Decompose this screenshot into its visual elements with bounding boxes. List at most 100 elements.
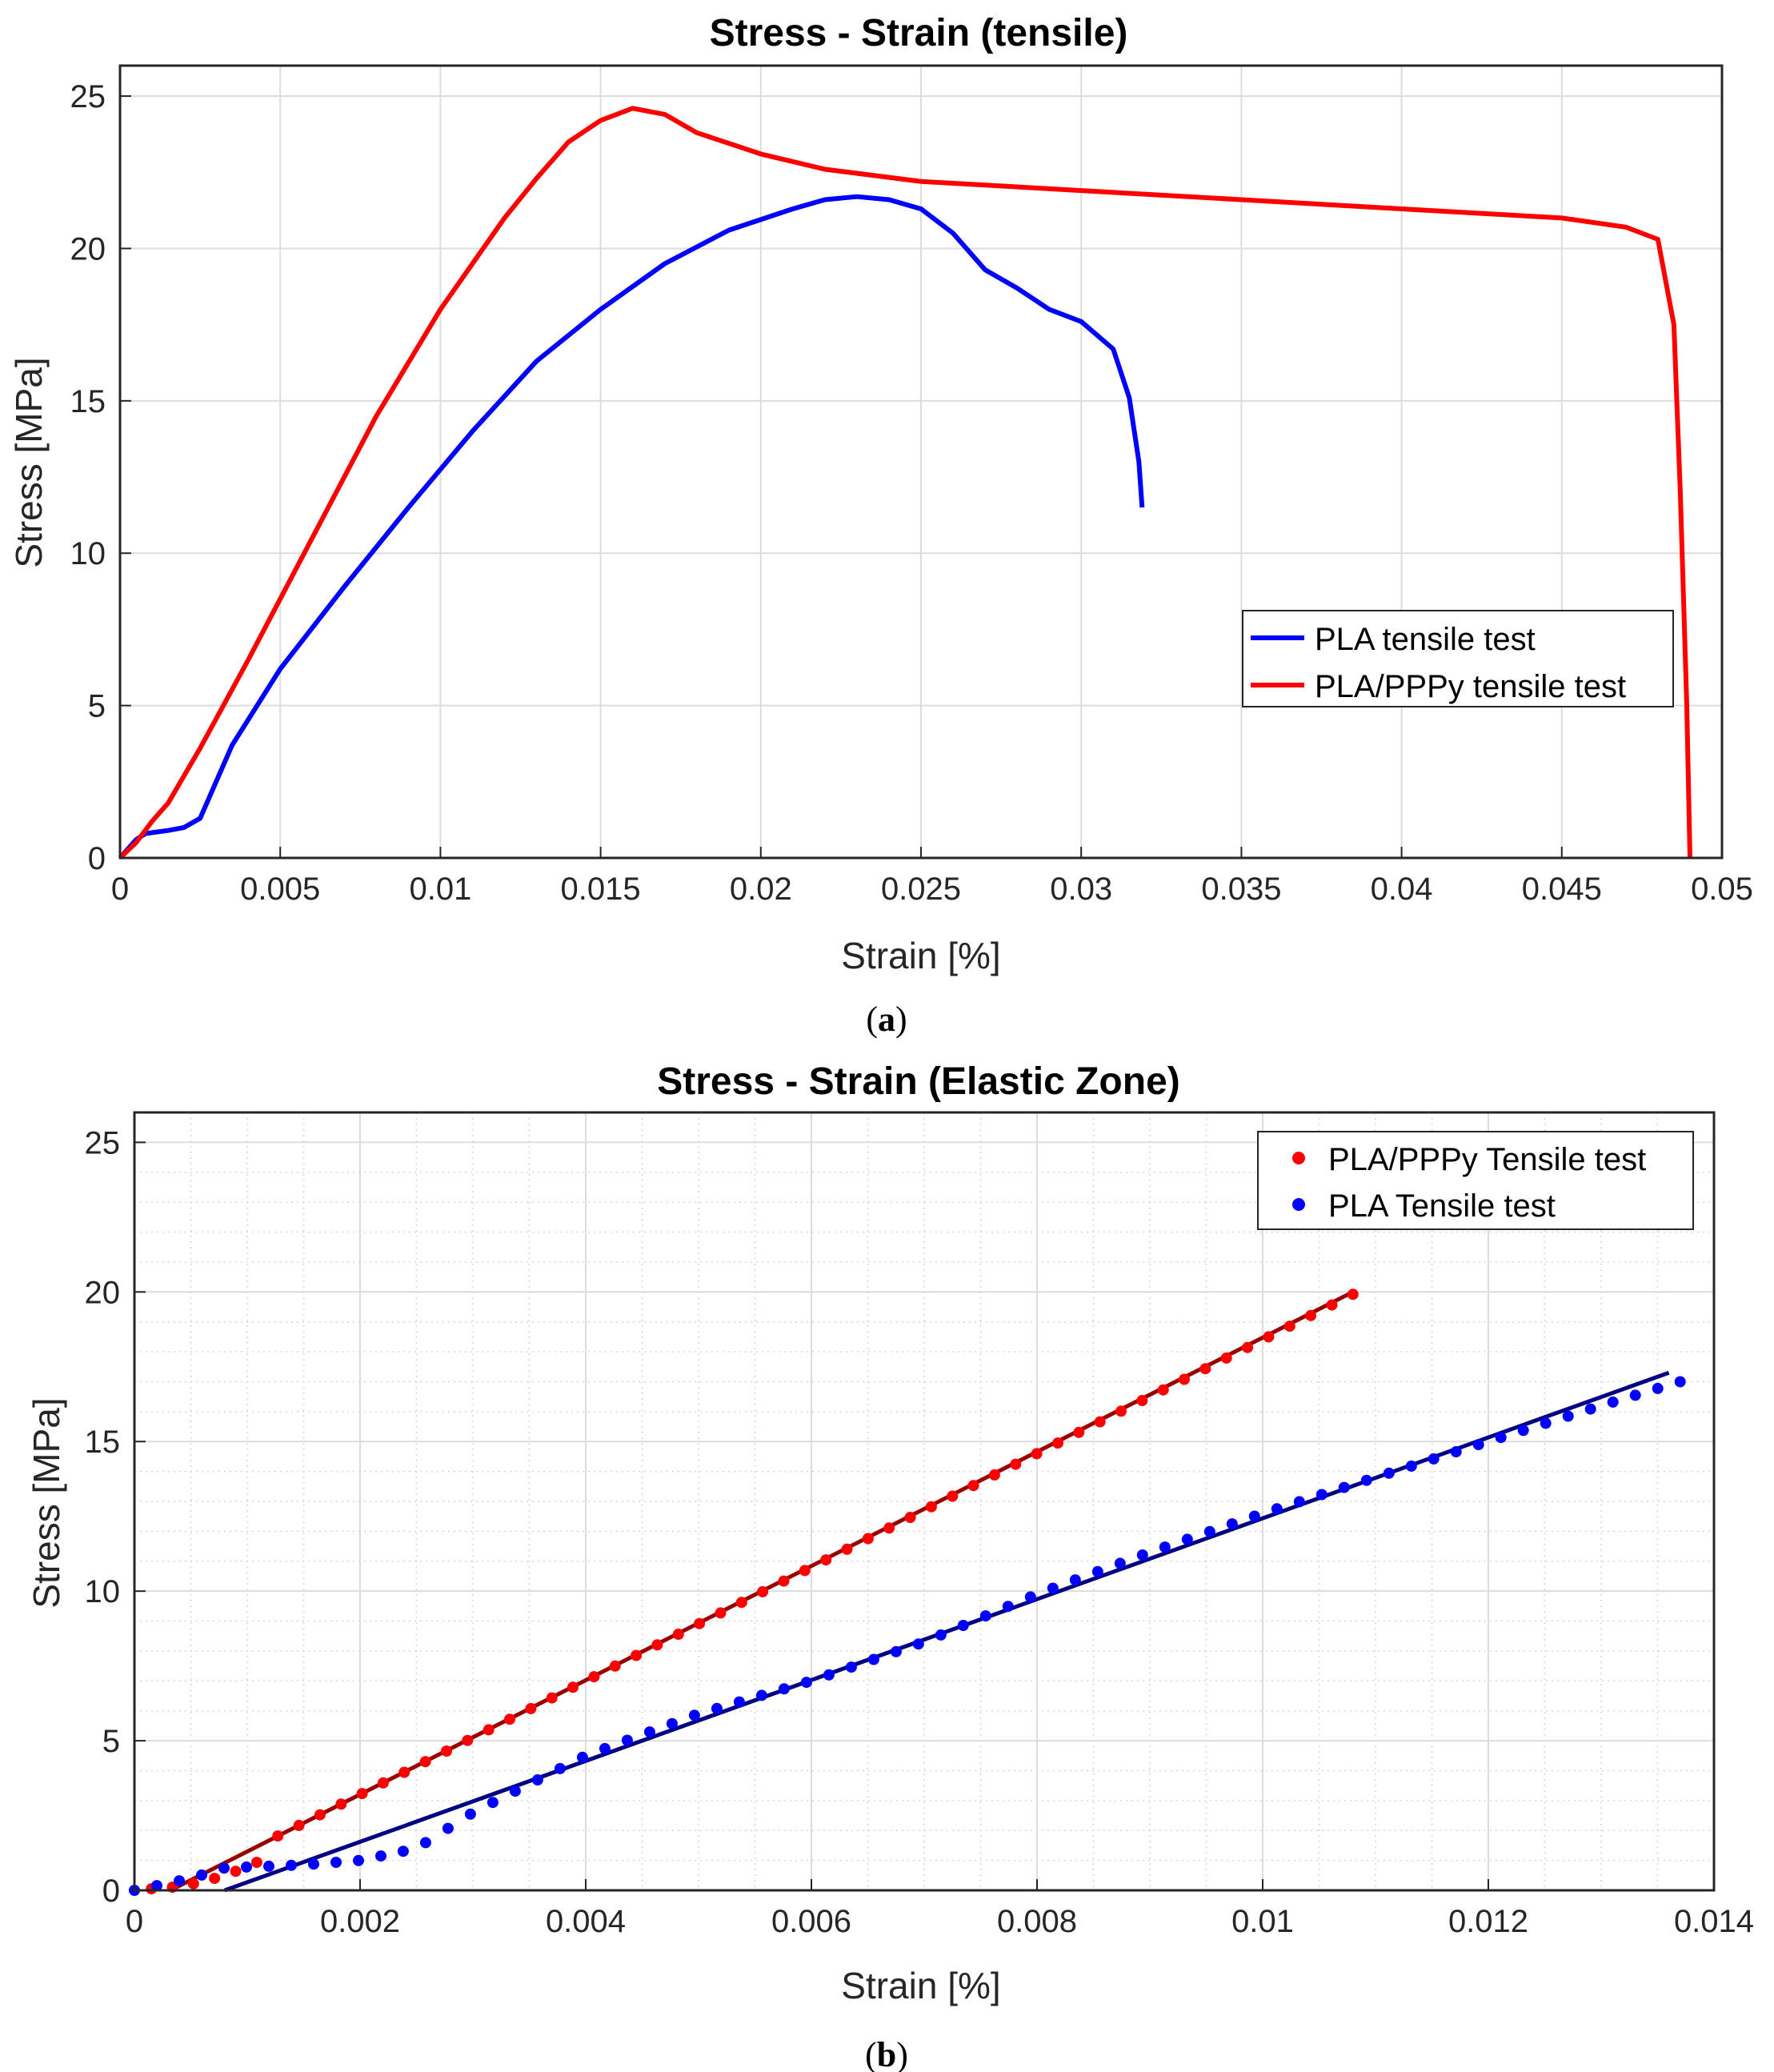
data-point-pla-pppy [715,1607,727,1619]
grid [134,1112,1715,1891]
y-tick-label: 15 [70,384,106,419]
data-point-pla-pppy [1157,1384,1169,1396]
x-tick-label: 0 [126,1904,143,1939]
data-point-pla [1472,1439,1484,1451]
data-point-pla [1652,1382,1664,1394]
data-point-pla-pppy [694,1617,706,1629]
data-point-pla [1047,1582,1059,1594]
x-tick-label: 0.01 [409,872,471,907]
data-point-pla [1203,1525,1215,1537]
chart-elastic-zone: Stress - Strain (Elastic Zone) 0 0.002 0.0… [26,1060,1754,2006]
x-axis-label: Strain [%] [841,935,1000,976]
data-point-pla-pppy [1010,1458,1022,1470]
data-point-pla-pppy [947,1490,959,1502]
data-point-pla-pppy [1283,1321,1295,1333]
x-tick-label: 0.03 [1050,872,1112,907]
x-tick-label: 0.004 [546,1904,626,1939]
data-point-pla-pppy [525,1702,537,1714]
data-point-pla-pppy [441,1745,452,1757]
data-point-pla [218,1862,230,1874]
data-point-pla-pppy [250,1857,262,1869]
data-point-pla [1383,1467,1395,1479]
legend-marker-pla-pppy [1292,1152,1305,1164]
x-tick-label: 0.008 [997,1904,1077,1939]
data-point-pla [823,1669,835,1681]
caption-b: (b) [865,2035,908,2072]
data-point-pla [1315,1489,1327,1501]
legend-label-pla: PLA Tensile test [1328,1188,1556,1224]
data-point-pla [1226,1518,1238,1530]
legend: PLA/PPPy Tensile test PLA Tensile test [1257,1131,1694,1230]
data-point-pla-pppy [546,1692,558,1704]
data-point-pla [957,1620,969,1631]
data-point-pla-pppy [904,1512,916,1523]
data-point-pla [1248,1510,1260,1522]
data-point-pla [1450,1446,1462,1457]
y-tick-label: 25 [85,1125,121,1160]
data-point-pla [688,1709,700,1721]
data-point-pla-pppy [419,1756,431,1768]
data-point-pla [1069,1574,1081,1586]
data-point-pla-pppy [483,1724,495,1736]
data-point-pla [576,1751,588,1763]
data-point-pla [1405,1460,1417,1472]
data-point-pla [375,1850,386,1862]
y-tick-label: 0 [102,1874,120,1909]
data-point-pla [845,1661,857,1673]
y-tick-label: 25 [70,79,106,114]
data-point-pla [599,1742,611,1754]
data-point-pla-pppy [735,1597,747,1609]
data-point-pla-pppy [925,1501,937,1513]
legend-label-pla-pppy: PLA/PPPy Tensile test [1328,1142,1646,1177]
data-point-pla-pppy [398,1766,410,1778]
data-point-pla [1136,1549,1148,1561]
data-point-pla [1360,1474,1372,1486]
series-group [129,1288,1686,1896]
y-tick-label: 5 [88,689,106,724]
data-point-pla [442,1822,454,1834]
x-tick-label: 0.035 [1201,872,1281,907]
caption-a: (a) [866,1000,907,1039]
x-tick-label: 0.045 [1522,872,1602,907]
x-tick-label: 0.04 [1371,872,1433,907]
data-point-pla [912,1638,924,1650]
legend-marker-pla [1292,1198,1305,1211]
data-point-pla [1338,1481,1350,1493]
data-point-pla-pppy [672,1629,684,1640]
x-tick-label: 0.014 [1674,1904,1754,1939]
data-point-pla [174,1875,185,1887]
data-point-pla-pppy [1263,1331,1275,1343]
data-point-pla-pppy [841,1543,853,1555]
data-point-pla-pppy [272,1830,284,1842]
data-point-pla [1629,1389,1641,1401]
data-point-pla-pppy [820,1554,832,1566]
data-point-pla-pppy [293,1819,305,1831]
x-tick-label: 0.002 [320,1904,400,1939]
data-point-pla [867,1653,879,1665]
data-point-pla-pppy [588,1671,600,1683]
data-point-pla [1114,1557,1126,1569]
data-point-pla [263,1860,274,1872]
data-point-pla [531,1774,543,1785]
legend-label-pla: PLA tensile test [1315,622,1536,657]
chart-title: Stress - Strain (Elastic Zone) [657,1060,1180,1103]
data-point-pla [464,1808,476,1820]
data-point-pla [419,1837,431,1849]
series-line-pla-pppy [118,106,1692,860]
data-point-pla [890,1645,902,1657]
data-point-pla-pppy [230,1866,242,1878]
data-point-pla-pppy [335,1798,347,1810]
data-point-pla [800,1677,812,1689]
y-tick-label: 5 [102,1724,120,1759]
y-tick-label: 20 [70,231,106,267]
data-point-pla-pppy [209,1873,221,1885]
chart-tensile: Stress - Strain (tensile) 0 0.005 0.01 0.01… [8,12,1753,976]
data-point-pla [1024,1591,1036,1603]
data-point-pla-pppy [1347,1288,1359,1301]
chart-title: Stress - Strain (tensile) [710,12,1128,54]
x-tick-label: 0.015 [561,872,641,907]
data-point-pla-pppy [988,1469,1000,1481]
data-point-pla-pppy [1094,1416,1106,1428]
x-tick-label: 0.025 [881,872,961,907]
data-point-pla-pppy [757,1585,769,1597]
